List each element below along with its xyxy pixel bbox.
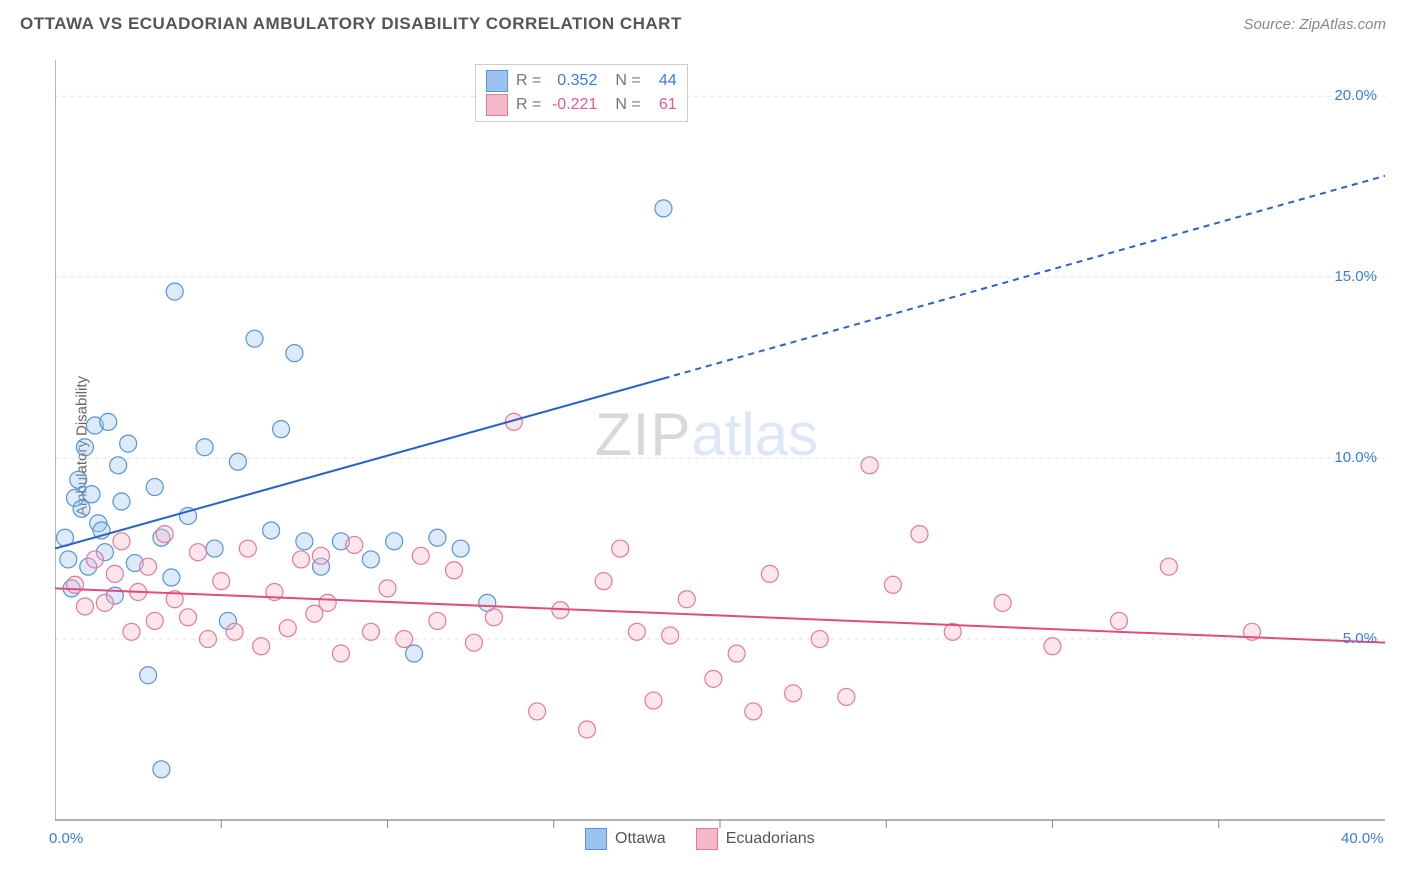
r-value: -0.221 (549, 96, 597, 114)
stats-row: R = 0.352 N = 44 (486, 69, 677, 93)
n-label: N = (615, 72, 640, 90)
r-label: R = (516, 96, 541, 114)
chart-area: ZIPatlas R =0.352N =44R =-0.221N =61 Ott… (55, 60, 1385, 850)
legend-swatch (696, 828, 718, 850)
y-tick-label: 10.0% (1334, 449, 1377, 466)
x-tick-label: 0.0% (49, 830, 83, 847)
y-tick-label: 5.0% (1343, 630, 1377, 647)
n-value: 61 (649, 96, 677, 114)
legend: Ottawa Ecuadorians (585, 828, 815, 850)
legend-item: Ecuadorians (696, 828, 815, 850)
legend-label: Ecuadorians (726, 830, 815, 848)
y-tick-label: 15.0% (1334, 268, 1377, 285)
header: OTTAWA VS ECUADORIAN AMBULATORY DISABILI… (0, 0, 1406, 48)
scatter-chart (55, 60, 1385, 850)
stats-box: R = 0.352 N = 44 R = -0.221 N = 61 (475, 64, 688, 122)
r-value: 0.352 (549, 72, 597, 90)
legend-swatch (585, 828, 607, 850)
n-label: N = (615, 96, 640, 114)
legend-item: Ottawa (585, 828, 666, 850)
source-label: Source: ZipAtlas.com (1243, 16, 1386, 33)
r-label: R = (516, 72, 541, 90)
y-tick-label: 20.0% (1334, 87, 1377, 104)
chart-title: OTTAWA VS ECUADORIAN AMBULATORY DISABILI… (20, 14, 682, 34)
series-swatch (486, 70, 508, 92)
series-swatch (486, 94, 508, 116)
legend-label: Ottawa (615, 830, 666, 848)
x-tick-label: 40.0% (1341, 830, 1384, 847)
n-value: 44 (649, 72, 677, 90)
stats-row: R = -0.221 N = 61 (486, 93, 677, 117)
